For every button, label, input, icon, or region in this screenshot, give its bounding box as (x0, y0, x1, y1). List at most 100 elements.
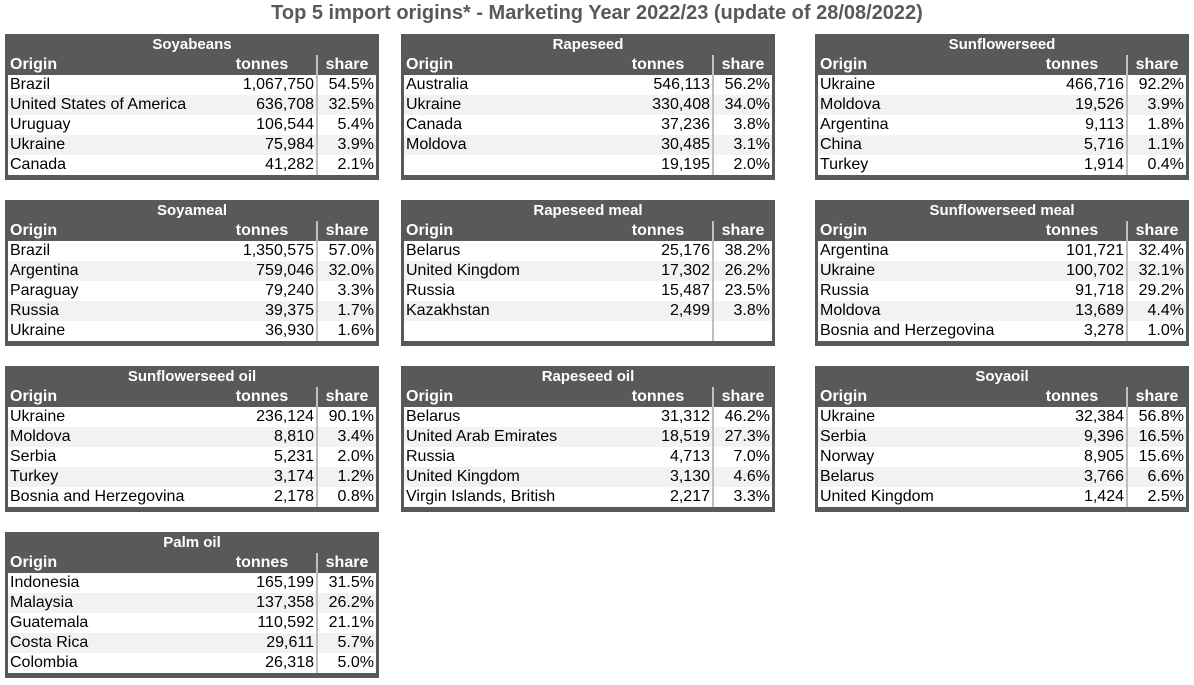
cell-share: 3.4% (316, 427, 376, 447)
table-header: Origin tonnes share (818, 387, 1186, 407)
table-row: Indonesia 165,199 31.5% (8, 573, 376, 593)
cell-share: 56.2% (712, 75, 772, 95)
table-body: Belarus 31,312 46.2% United Arab Emirates 18… (404, 407, 772, 507)
header-share: share (316, 553, 376, 573)
cell-share: 54.5% (316, 75, 376, 95)
cell-share: 0.8% (316, 487, 376, 507)
table-row: Belarus 3,766 6.6% (818, 467, 1186, 487)
cell-tonnes: 466,716 (1066, 76, 1124, 93)
table-panel: Soyaoil Origin tonnes share Ukraine 32,384 56.… (815, 366, 1189, 512)
table-row: Canada 41,282 2.1% (8, 155, 376, 175)
cell-share: 1.7% (316, 301, 376, 321)
cell-tonnes: 101,721 (1066, 242, 1124, 259)
cell-tonnes: 5,231 (273, 448, 314, 465)
cell-share: 3.3% (316, 281, 376, 301)
cell-share: 56.8% (1126, 407, 1186, 427)
cell-share: 90.1% (316, 407, 376, 427)
cell-share: 4.6% (712, 467, 772, 487)
cell-tonnes: 41,282 (265, 156, 314, 173)
cell-share: 32.5% (316, 95, 376, 115)
cell-tonnes: 18,519 (661, 428, 710, 445)
cell-origin: Bosnia and Herzegovina (820, 322, 995, 339)
cell-tonnes: 4,713 (669, 448, 710, 465)
cell-share: 31.5% (316, 573, 376, 593)
cell-origin: Colombia (10, 654, 78, 671)
table-panel: Rapeseed Origin tonnes share Australia 546,11… (401, 34, 775, 180)
header-origin: Origin (820, 222, 868, 239)
table-body: Ukraine 32,384 56.8% Serbia 9,396 16.5% Norway… (818, 407, 1186, 507)
cell-tonnes: 236,124 (256, 408, 314, 425)
cell-tonnes: 17,302 (661, 262, 710, 279)
cell-origin: Argentina (820, 242, 889, 259)
cell-origin: Ukraine (820, 76, 876, 93)
table-row (404, 321, 772, 341)
cell-share: 32.1% (1126, 261, 1186, 281)
cell-origin: Paraguay (10, 282, 79, 299)
cell-tonnes: 79,240 (265, 282, 314, 299)
table-body: Australia 546,113 56.2% Ukraine 330,408 34.0%… (404, 75, 772, 175)
cell-origin (404, 321, 604, 341)
table-row: 19,195 2.0% (404, 155, 772, 175)
cell-origin: Costa Rica (10, 634, 89, 651)
table-row: Ukraine 36,930 1.6% (8, 321, 376, 341)
cell-origin: Moldova (10, 428, 71, 445)
table-header: Origin tonnes share (8, 387, 376, 407)
cell-share: 5.4% (316, 115, 376, 135)
cell-origin: Norway (820, 448, 875, 465)
table-row: Ukraine 330,408 34.0% (404, 95, 772, 115)
table-panel: Rapeseed oil Origin tonnes share Belarus 31,3… (401, 366, 775, 512)
header-share: share (1126, 387, 1186, 407)
cell-share: 2.1% (316, 155, 376, 175)
table-row: Ukraine 236,124 90.1% (8, 407, 376, 427)
cell-origin: Ukraine (10, 136, 66, 153)
cell-origin: Moldova (820, 96, 881, 113)
cell-tonnes: 546,113 (653, 76, 710, 93)
table-row: Belarus 25,176 38.2% (404, 241, 772, 261)
cell-tonnes (604, 321, 712, 341)
cell-share (712, 321, 772, 341)
cell-origin: Virgin Islands, British (406, 488, 556, 505)
cell-origin: Canada (10, 156, 67, 173)
cell-share: 1.2% (316, 467, 376, 487)
cell-tonnes: 1,424 (1083, 488, 1124, 505)
cell-origin: Turkey (820, 156, 869, 173)
table-row: Turkey 1,914 0.4% (818, 155, 1186, 175)
table-row: United Kingdom 17,302 26.2% (404, 261, 772, 281)
table-header: Origin tonnes share (8, 221, 376, 241)
cell-share: 1.8% (1126, 115, 1186, 135)
cell-share: 1.0% (1126, 321, 1186, 341)
cell-origin: Ukraine (10, 322, 66, 339)
cell-origin: Serbia (10, 448, 57, 465)
panel-title: Soyameal (156, 202, 228, 219)
table-row: Russia 91,718 29.2% (818, 281, 1186, 301)
table-row: Serbia 9,396 16.5% (818, 427, 1186, 447)
table-row: Argentina 759,046 32.0% (8, 261, 376, 281)
cell-origin: Russia (406, 448, 455, 465)
table-header: Origin tonnes share (404, 387, 772, 407)
cell-origin: Argentina (10, 262, 79, 279)
cell-tonnes: 39,375 (265, 302, 314, 319)
table-row: Russia 15,487 23.5% (404, 281, 772, 301)
header-origin: Origin (406, 388, 454, 405)
header-share: share (316, 387, 376, 407)
cell-tonnes: 2,178 (273, 488, 314, 505)
cell-share: 15.6% (1126, 447, 1186, 467)
header-tonnes: tonnes (1045, 388, 1099, 405)
cell-origin: Ukraine (406, 96, 462, 113)
cell-tonnes: 110,592 (257, 614, 314, 631)
cell-share: 3.1% (712, 135, 772, 155)
table-row: Belarus 31,312 46.2% (404, 407, 772, 427)
table-header: Origin tonnes share (8, 553, 376, 573)
cell-share: 26.2% (316, 593, 376, 613)
cell-tonnes: 1,350,575 (242, 242, 314, 259)
cell-origin: Bosnia and Herzegovina (10, 488, 185, 505)
cell-origin: Ukraine (10, 408, 66, 425)
cell-tonnes: 32,384 (1075, 408, 1124, 425)
table-row: Ukraine 100,702 32.1% (818, 261, 1186, 281)
table-header: Origin tonnes share (404, 221, 772, 241)
cell-tonnes: 13,689 (1075, 302, 1124, 319)
table-row: Australia 546,113 56.2% (404, 75, 772, 95)
table-row: Malaysia 137,358 26.2% (8, 593, 376, 613)
cell-origin: Russia (820, 282, 869, 299)
table-row: Serbia 5,231 2.0% (8, 447, 376, 467)
